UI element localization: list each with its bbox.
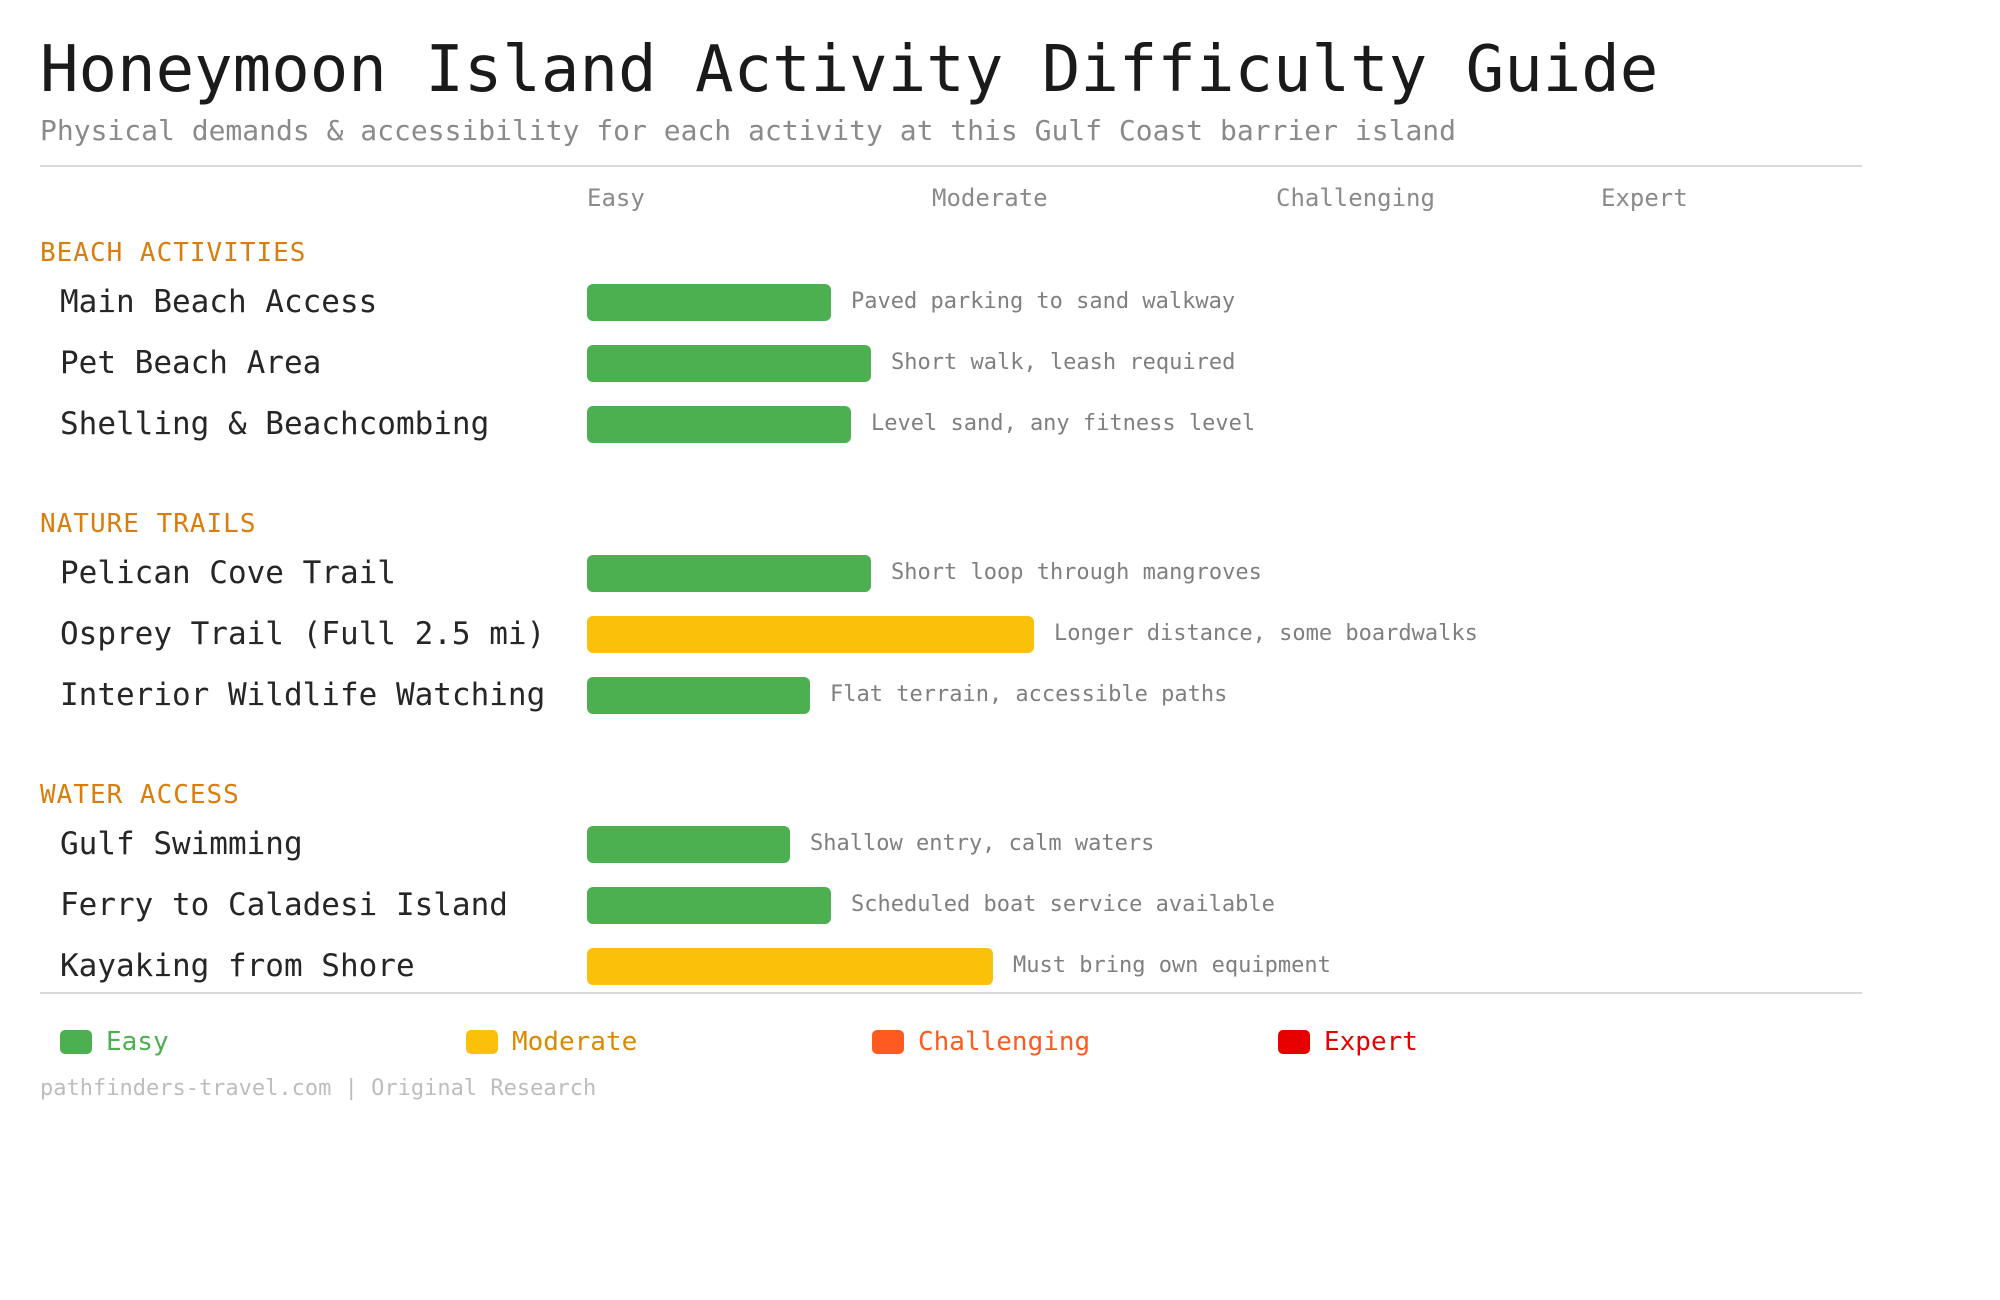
activity-label: Pet Beach Area — [60, 345, 322, 381]
page-title: Honeymoon Island Activity Difficulty Gui… — [40, 33, 1659, 107]
scale-label-moderate: Moderate — [932, 184, 1048, 212]
scale-label-challenging: Challenging — [1276, 184, 1435, 212]
footer-credit: pathfinders-travel.com | Original Resear… — [40, 1076, 597, 1101]
legend-item-moderate: Moderate — [466, 1024, 637, 1060]
difficulty-bar — [587, 947, 993, 985]
difficulty-bar — [587, 886, 831, 924]
difficulty-bar — [587, 283, 831, 321]
section-header: NATURE TRAILS — [40, 509, 257, 539]
legend-swatch-challenging — [872, 1030, 904, 1054]
difficulty-bar — [587, 405, 851, 443]
activity-label: Ferry to Caladesi Island — [60, 887, 508, 923]
activity-note: Scheduled boat service available — [851, 892, 1275, 917]
activity-note: Short loop through mangroves — [891, 560, 1262, 585]
legend-swatch-expert — [1278, 1030, 1310, 1054]
legend-label-expert: Expert — [1324, 1027, 1418, 1057]
page-subtitle: Physical demands & accessibility for eac… — [40, 114, 1457, 147]
activity-note: Must bring own equipment — [1013, 953, 1331, 978]
legend-item-challenging: Challenging — [872, 1024, 1090, 1060]
activity-note: Short walk, leash required — [891, 350, 1236, 375]
difficulty-bar — [587, 554, 871, 592]
activity-label: Main Beach Access — [60, 284, 378, 320]
activity-note: Longer distance, some boardwalks — [1054, 621, 1478, 646]
header-divider — [40, 165, 1862, 167]
difficulty-bar — [587, 676, 810, 714]
activity-label: Shelling & Beachcombing — [60, 406, 490, 442]
legend-label-moderate: Moderate — [512, 1027, 638, 1057]
activity-note: Shallow entry, calm waters — [810, 831, 1155, 856]
scale-label-easy: Easy — [587, 184, 645, 212]
activity-label: Kayaking from Shore — [60, 948, 415, 984]
section-header: WATER ACCESS — [40, 780, 240, 810]
legend-item-expert: Expert — [1278, 1024, 1418, 1060]
activity-note: Flat terrain, accessible paths — [830, 682, 1228, 707]
section-header: BEACH ACTIVITIES — [40, 238, 307, 268]
difficulty-bar — [587, 825, 790, 863]
legend-divider — [40, 992, 1862, 994]
activity-label: Osprey Trail (Full 2.5 mi) — [60, 616, 546, 652]
activity-label: Interior Wildlife Watching — [60, 677, 546, 713]
legend-item-easy: Easy — [60, 1024, 169, 1060]
legend-label-challenging: Challenging — [918, 1027, 1091, 1057]
scale-label-expert: Expert — [1601, 184, 1688, 212]
difficulty-bar — [587, 615, 1034, 653]
legend-label-easy: Easy — [106, 1027, 169, 1057]
activity-note: Paved parking to sand walkway — [851, 289, 1236, 314]
difficulty-bar — [587, 344, 871, 382]
legend-swatch-moderate — [466, 1030, 498, 1054]
activity-label: Gulf Swimming — [60, 826, 303, 862]
activity-label: Pelican Cove Trail — [60, 555, 396, 591]
activity-note: Level sand, any fitness level — [871, 411, 1256, 436]
legend-swatch-easy — [60, 1030, 92, 1054]
